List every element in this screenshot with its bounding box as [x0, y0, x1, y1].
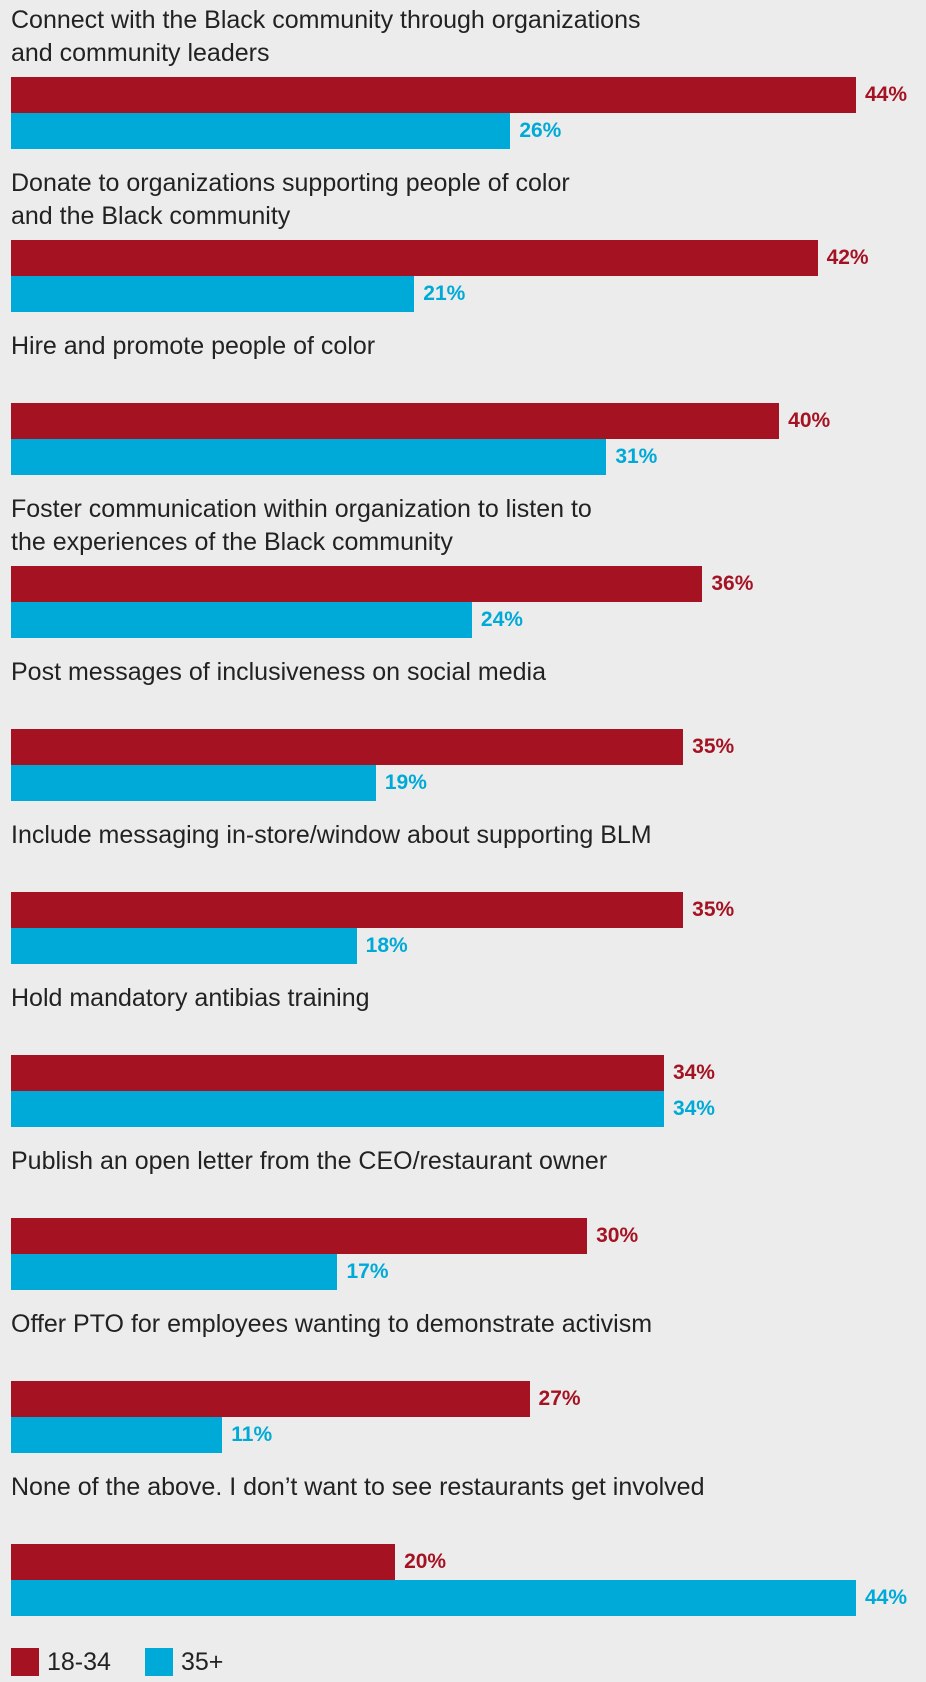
bar-35-plus	[11, 765, 376, 801]
bar-18-34	[11, 1055, 664, 1091]
category-label: Offer PTO for employees wanting to demon…	[11, 1310, 653, 1338]
value-label-35-plus: 34%	[672, 1097, 715, 1120]
bar-18-34	[11, 1381, 530, 1417]
bar-18-34	[11, 403, 780, 439]
value-label-35-plus: 31%	[615, 445, 658, 468]
category-label: Donate to organizations supporting peopl…	[11, 169, 570, 230]
legend: 18-34 35+	[11, 1645, 257, 1679]
category-label: Hold mandatory antibias training	[11, 984, 370, 1012]
bar-35-plus	[11, 276, 415, 312]
bar-18-34	[11, 729, 684, 765]
bar-18-34	[11, 1218, 588, 1254]
bar-35-plus	[11, 113, 511, 149]
legend-item-35-plus: 35+	[144, 1647, 224, 1677]
value-label-35-plus: 18%	[365, 934, 408, 957]
bar-18-34	[11, 566, 703, 602]
value-label-35-plus: 17%	[346, 1260, 389, 1283]
category-label: Post messages of inclusiveness on social…	[11, 658, 546, 686]
value-label-18-34: 44%	[865, 83, 908, 106]
bar-18-34	[11, 77, 856, 113]
category-label: None of the above. I don’t want to see r…	[11, 1473, 705, 1501]
bar-35-plus	[11, 928, 357, 964]
value-label-35-plus: 21%	[423, 282, 466, 305]
value-label-18-34: 42%	[826, 246, 869, 269]
value-label-35-plus: 19%	[384, 771, 427, 794]
bar-35-plus	[11, 1580, 856, 1616]
value-label-18-34: 30%	[596, 1224, 639, 1247]
value-label-35-plus: 26%	[519, 119, 562, 142]
value-label-35-plus: 24%	[480, 608, 523, 631]
bar-35-plus	[11, 1417, 223, 1453]
legend-label-35-plus: 35+	[180, 1647, 224, 1676]
bar-35-plus	[11, 1091, 664, 1127]
value-label-18-34: 27%	[538, 1387, 581, 1410]
bar-35-plus	[11, 602, 472, 638]
value-label-35-plus: 44%	[865, 1586, 908, 1609]
category-label: Include messaging in-store/window about …	[11, 821, 652, 849]
category-label: Foster communication within organization…	[11, 495, 592, 556]
value-label-18-34: 20%	[404, 1550, 447, 1573]
legend-item-18-34: 18-34	[11, 1648, 111, 1677]
value-label-18-34: 35%	[692, 735, 735, 758]
value-label-18-34: 40%	[788, 409, 831, 432]
value-label-18-34: 34%	[672, 1061, 715, 1084]
legend-label-18-34: 18-34	[47, 1647, 111, 1676]
value-label-35-plus: 11%	[231, 1423, 273, 1446]
category-label: Hire and promote people of color	[11, 332, 376, 360]
bar-18-34	[11, 240, 818, 276]
category-label: Connect with the Black community through…	[11, 6, 641, 67]
category-label: Publish an open letter from the CEO/rest…	[11, 1147, 608, 1175]
value-label-18-34: 36%	[711, 572, 754, 595]
bar-18-34	[11, 892, 684, 928]
bar-18-34	[11, 1544, 396, 1580]
legend-swatch-35-plus	[144, 1648, 173, 1676]
legend-swatch-18-34	[11, 1648, 39, 1676]
value-label-18-34: 35%	[692, 898, 735, 921]
bar-35-plus	[11, 1254, 338, 1290]
bar-35-plus	[11, 439, 607, 475]
